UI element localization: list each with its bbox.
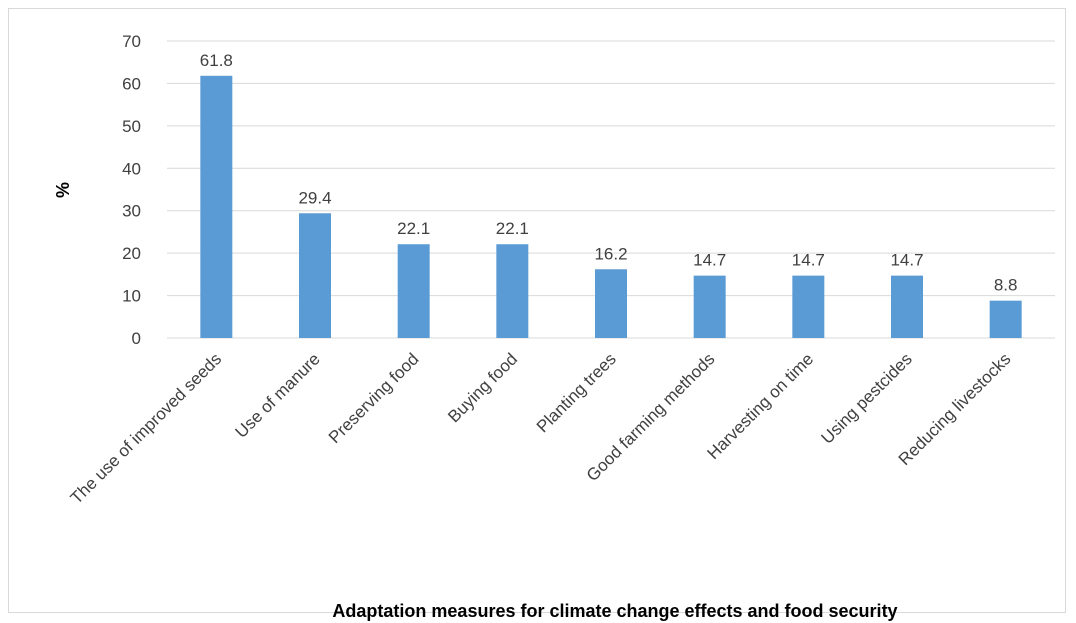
data-label: 22.1: [496, 219, 529, 238]
bar: [792, 275, 825, 338]
bars: [200, 75, 1022, 338]
y-tick-label: 70: [122, 32, 141, 51]
x-tick-label: Planting trees: [533, 349, 620, 436]
y-tick-label: 40: [122, 159, 141, 178]
x-axis-label: Adaptation measures for climate change e…: [332, 601, 897, 621]
data-label: 61.8: [200, 51, 233, 70]
y-tick-label: 10: [122, 287, 141, 306]
data-label: 16.2: [594, 244, 627, 263]
y-tick-label: 30: [122, 202, 141, 221]
y-tick-label: 20: [122, 244, 141, 263]
x-tick-label: Reducing livestocks: [895, 349, 1015, 469]
bar: [693, 275, 726, 338]
y-tick-label: 50: [122, 117, 141, 136]
bar: [397, 244, 430, 338]
y-tick-label: 0: [132, 329, 141, 348]
x-tick-label: Buying food: [444, 349, 521, 426]
y-tick-label: 60: [122, 74, 141, 93]
data-label: 29.4: [298, 188, 331, 207]
bar: [200, 75, 233, 338]
x-tick-label: Preserving food: [325, 349, 423, 447]
data-label: 14.7: [693, 251, 726, 270]
x-tick-label: Use of manure: [232, 349, 324, 441]
x-tick-label: Using pestcides: [818, 349, 916, 447]
y-axis-ticks: 0 10 20 30 40 50 60 70: [122, 32, 141, 348]
data-label: 14.7: [792, 251, 825, 270]
x-tick-label: The use of improved seeds: [67, 349, 225, 507]
bar: [989, 300, 1022, 338]
data-label: 22.1: [397, 219, 430, 238]
data-label: 14.7: [890, 251, 923, 270]
bar: [891, 275, 923, 338]
data-labels: 61.8 29.4 22.1 22.1 16.2 14.7 14.7 14.7 8.8: [200, 51, 1018, 295]
chart-frame: [8, 8, 1066, 613]
bar: [496, 244, 529, 338]
y-axis-label: %: [53, 182, 73, 198]
x-tick-label: Harvesting on time: [704, 349, 818, 463]
data-label: 8.8: [994, 276, 1018, 295]
bar: [595, 269, 627, 338]
bar: [299, 213, 331, 338]
x-axis-ticks: The use of improved seeds Use of manure Pr…: [67, 349, 1015, 507]
